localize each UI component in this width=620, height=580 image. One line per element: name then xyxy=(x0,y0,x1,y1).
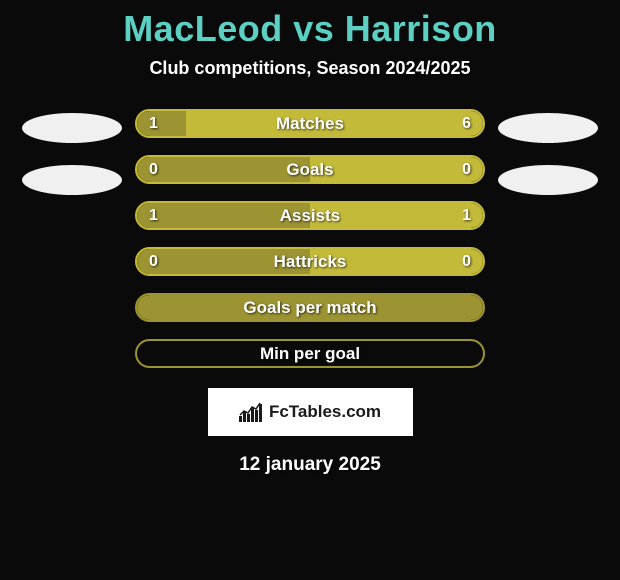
stat-row: Goals0 0 xyxy=(135,155,485,184)
stat-row: Hattricks0 0 xyxy=(135,247,485,276)
stat-label: Goals xyxy=(137,160,483,180)
subtitle: Club competitions, Season 2024/2025 xyxy=(0,58,620,79)
player2-avatar xyxy=(498,113,598,143)
stat-value-right: 0 xyxy=(462,253,471,271)
comparison-card: MacLeod vs Harrison Club competitions, S… xyxy=(0,0,620,476)
stat-value-left: 1 xyxy=(149,115,158,133)
player2-avatars xyxy=(493,109,603,195)
player1-team-avatar xyxy=(22,165,122,195)
stat-label: Matches xyxy=(137,114,483,134)
brand-text: FcTables.com xyxy=(269,402,381,422)
player1-avatar xyxy=(22,113,122,143)
stat-value-left: 0 xyxy=(149,253,158,271)
stat-bars: Matches16Goals00Assists11Hattricks00Goal… xyxy=(135,109,485,368)
stat-label: Assists xyxy=(137,206,483,226)
stat-value-right: 6 xyxy=(462,115,471,133)
stat-row: Goals per match xyxy=(135,293,485,322)
stat-value-right: 1 xyxy=(462,207,471,225)
stats-area: Matches16Goals00Assists11Hattricks00Goal… xyxy=(0,109,620,368)
page-title: MacLeod vs Harrison xyxy=(0,8,620,50)
player1-avatars xyxy=(17,109,127,195)
player2-team-avatar xyxy=(498,165,598,195)
stat-label: Min per goal xyxy=(137,344,483,364)
stat-value-right: 0 xyxy=(462,161,471,179)
stat-value-left: 1 xyxy=(149,207,158,225)
stat-value-left: 0 xyxy=(149,161,158,179)
stat-label: Goals per match xyxy=(137,298,483,318)
stat-label: Hattricks xyxy=(137,252,483,272)
stat-row: Min per goal xyxy=(135,339,485,368)
date-text: 12 january 2025 xyxy=(0,454,620,476)
brand-icon xyxy=(239,402,263,422)
stat-row: Assists1 1 xyxy=(135,201,485,230)
brand-badge: FcTables.com xyxy=(208,388,413,436)
stat-row: Matches1 6 xyxy=(135,109,485,138)
